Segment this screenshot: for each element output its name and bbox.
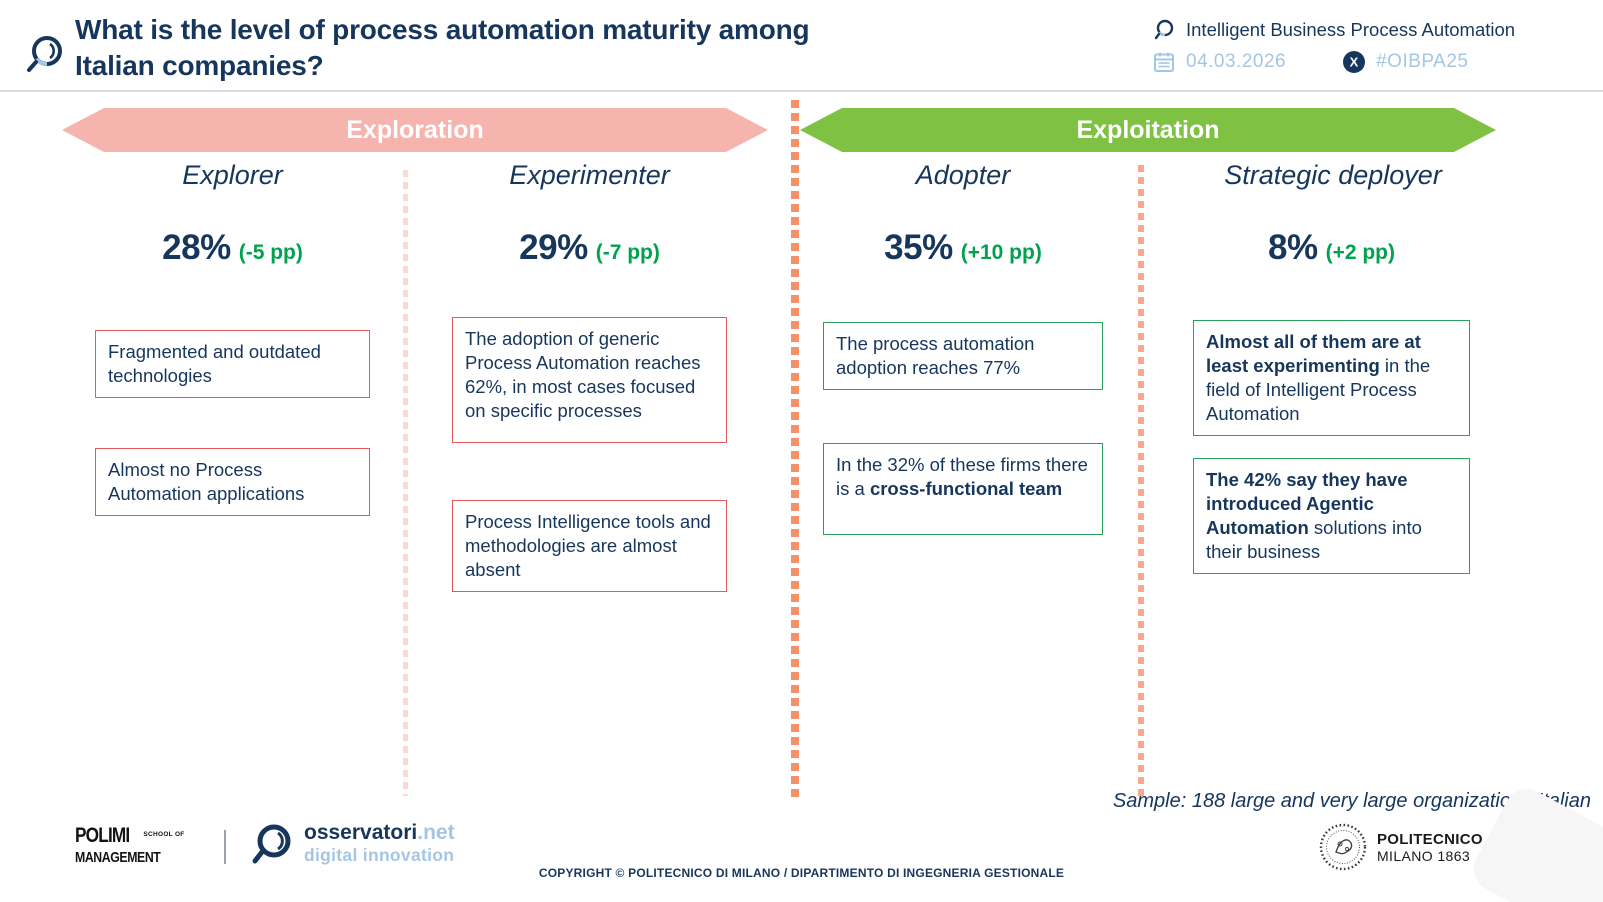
- stat-change: (+10 pp): [960, 241, 1042, 264]
- stat-value: 8%: [1267, 228, 1318, 267]
- column-title-experimenter: Experimenter: [509, 160, 670, 190]
- polimi-wordmark: POLIMI: [75, 824, 130, 847]
- polimi-schoolof: SCHOOL OF: [143, 831, 185, 838]
- x-social-icon: X: [1342, 50, 1366, 74]
- polimi-logo: POLIMI SCHOOL OF MANAGEMENT: [75, 824, 185, 866]
- page-title: What is the level of process automation …: [75, 14, 810, 81]
- callout-box: Process Intelligence tools and methodolo…: [452, 500, 727, 593]
- calendar-icon: [1152, 50, 1176, 74]
- magnifier-icon: [248, 820, 294, 868]
- callout-box: Almost all of them are at least experime…: [1193, 320, 1470, 437]
- footer-separator: [224, 830, 226, 864]
- stat-explorer: 28% (-5 pp): [95, 228, 370, 276]
- stat-strategic-deployer: 8% (+2 pp): [1193, 228, 1470, 276]
- report-name: Intelligent Business Process Automation: [1186, 19, 1516, 40]
- phase-banner-exploration: Exploration: [62, 108, 768, 152]
- stat-change: (-5 pp): [238, 241, 303, 264]
- svg-text:X: X: [1350, 55, 1359, 70]
- column-title-strategic-deployer: Strategic deployer: [1224, 160, 1442, 190]
- osservatori-logo: osservatori.net digital innovation: [248, 820, 455, 868]
- callout-box: In the 32% of these firms there is a cro…: [823, 443, 1103, 535]
- politecnico-year: MILANO 1863: [1377, 847, 1471, 864]
- stat-value: 29%: [519, 228, 588, 267]
- osservatori-net: .net: [417, 821, 455, 845]
- callout-box: Almost no Process Automation application…: [95, 448, 370, 517]
- polimi-management: MANAGEMENT: [75, 849, 161, 866]
- column-title-adopter: Adopter: [915, 160, 1011, 190]
- callout-box: The adoption of generic Process Automati…: [452, 317, 727, 443]
- callout-box: Fragmented and outdated technologies: [95, 330, 370, 399]
- phase-banner-exploitation: Exploitation: [800, 108, 1496, 152]
- magnifier-logo-icon: [20, 32, 66, 80]
- event-hashtag: #OIBPA25: [1376, 51, 1469, 72]
- column-title-explorer: Explorer: [182, 160, 283, 190]
- copyright-line: COPYRIGHT © POLITECNICO DI MILANO / DIPA…: [538, 866, 1065, 880]
- osservatori-tagline: digital innovation: [304, 844, 455, 865]
- politecnico-name: POLITECNICO: [1377, 830, 1483, 848]
- stat-change: (-7 pp): [595, 241, 660, 264]
- event-date: 04.03.2026: [1186, 51, 1287, 72]
- magnifier-icon: [1152, 18, 1176, 42]
- header-meta: Intelligent Business Process Automation …: [1152, 18, 1592, 82]
- stat-value: 35%: [884, 228, 953, 267]
- header-divider: [0, 90, 1603, 92]
- column-divider: [403, 170, 408, 796]
- callout-box: The process automation adoption reaches …: [823, 322, 1103, 391]
- column-divider: [1138, 165, 1144, 796]
- stat-value: 28%: [162, 228, 231, 267]
- sample-note: Sample: 188 large and very large organiz…: [1112, 790, 1591, 812]
- stat-adopter: 35% (+10 pp): [823, 228, 1103, 276]
- callout-box: The 42% say they have introduced Agentic…: [1193, 458, 1470, 575]
- politecnico-logo: POLITECNICO MILANO 1863: [1318, 822, 1483, 872]
- osservatori-wordmark: osservatori: [304, 821, 418, 845]
- stat-change: (+2 pp): [1325, 241, 1395, 264]
- phase-divider: [791, 100, 799, 798]
- stat-experimenter: 29% (-7 pp): [452, 228, 727, 276]
- politecnico-seal-icon: [1318, 822, 1368, 872]
